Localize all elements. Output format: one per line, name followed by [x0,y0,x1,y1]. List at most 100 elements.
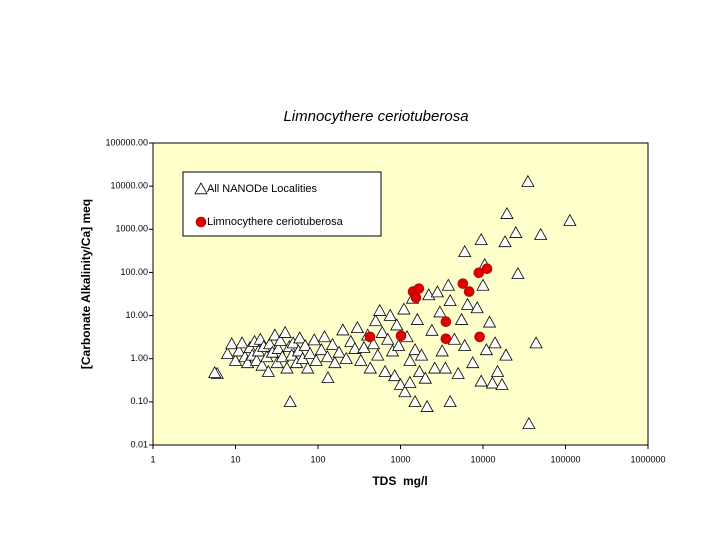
data-point [485,376,500,389]
data-point [350,321,365,334]
data-point [225,337,239,350]
data-point [235,336,249,349]
data-point [303,346,317,359]
data-point [418,371,433,384]
data-point [463,286,475,297]
x-tick-label: 100000 [550,454,580,464]
data-point [428,361,442,374]
data-point [364,331,376,343]
data-point [482,315,497,328]
data-point [474,331,485,343]
data-point [317,330,332,343]
y-tick-label: 1.00 [130,353,148,363]
data-point [275,350,290,363]
y-tick-label: 100000.00 [105,137,148,147]
data-point [457,278,469,289]
data-point [357,340,371,353]
data-point [433,305,447,318]
data-point [454,312,469,325]
data-point [425,323,439,336]
data-point [255,358,269,371]
data-point [443,293,457,306]
y-axis-title: [Carbonate Alkalinity/Ca] meq [79,199,93,369]
data-point [511,266,525,279]
data-point [451,366,465,379]
y-tick-label: 10.00 [125,310,148,320]
data-point [466,356,480,369]
x-tick-label: 1 [150,454,155,464]
data-point [443,395,457,408]
legend-box [182,171,382,237]
data-point [271,341,285,354]
data-point [280,361,294,374]
data-point [509,225,523,238]
data-point [375,325,389,338]
data-point [460,297,475,310]
y-tick-label: 100.00 [120,267,148,277]
data-point [387,369,402,382]
data-point [440,316,452,328]
data-point [403,353,417,366]
data-point [339,351,353,364]
data-point [249,353,264,366]
legend-text: All NANODe Localities [207,183,318,195]
data-point [410,292,422,303]
data-point [476,278,490,291]
data-point [321,371,335,384]
x-tick-label: 100 [310,454,325,464]
data-point [414,348,429,361]
data-point [499,348,513,361]
data-point [458,245,472,258]
y-tick-label: 0.10 [130,396,148,406]
data-point [378,364,392,377]
data-point [283,395,297,408]
legend-text: Limnocythere ceriotuberosa [207,216,344,228]
data-point [395,330,407,342]
y-tick-label: 1000.00 [115,224,148,234]
data-point [366,337,381,350]
x-tick-label: 10000 [470,454,495,464]
data-point [332,345,346,358]
data-point [533,227,548,240]
x-axis-title: TDS mg/l [372,474,427,488]
data-point [474,232,488,246]
data-point [373,303,387,316]
data-point [474,374,488,387]
data-point [481,263,493,275]
data-point [220,346,235,359]
data-point [447,332,462,345]
data-point [232,344,246,357]
data-point [273,333,288,347]
data-point [354,353,368,366]
data-point [381,332,395,345]
data-point [278,325,292,338]
data-point [309,353,323,366]
data-point [363,361,377,374]
data-point [314,343,329,356]
data-point [390,318,404,331]
data-point [500,206,514,219]
data-point [458,338,472,351]
data-point [435,344,449,357]
data-point [470,301,484,314]
data-point [328,356,342,369]
data-point [420,399,434,412]
data-point [261,364,276,377]
x-tick-label: 1000 [390,454,410,464]
data-point [391,338,406,351]
x-tick-label: 10 [230,454,240,464]
data-point [413,283,425,294]
data-point [529,336,543,349]
data-point [263,337,277,350]
data-point [336,323,350,336]
data-point [348,341,362,354]
data-point [320,350,335,363]
data-point [397,302,411,315]
data-point [412,364,427,377]
data-point [488,336,502,349]
data-point [430,285,445,298]
y-tick-label: 0.01 [130,439,148,449]
data-point [438,361,453,374]
legend-marker [195,216,207,228]
